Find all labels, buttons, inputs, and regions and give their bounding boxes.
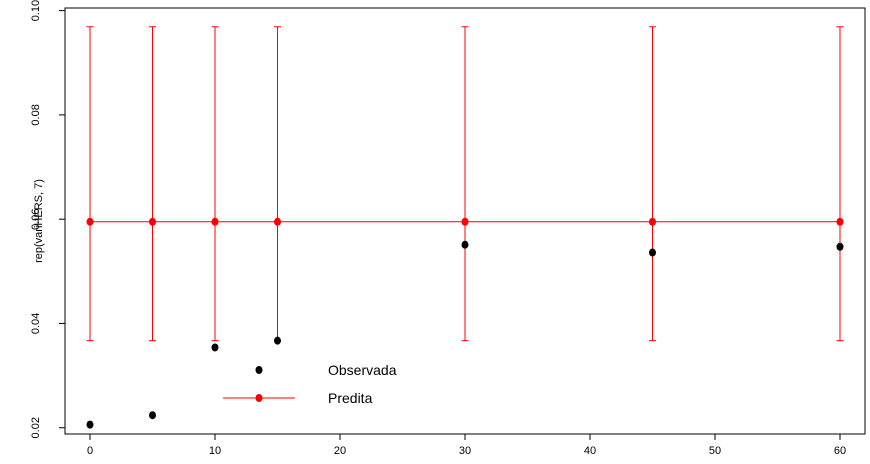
legend-predicted-marker xyxy=(255,394,263,402)
legend: Observada Predita xyxy=(223,362,397,406)
observed-point xyxy=(149,411,156,420)
observed-point xyxy=(86,420,94,429)
y-tick-label: 0.06 xyxy=(30,208,42,229)
x-tick-label: 20 xyxy=(334,445,346,457)
observed-point xyxy=(211,343,219,352)
data-points xyxy=(86,217,844,429)
observed-point xyxy=(274,336,281,345)
x-axis: 0 10 20 30 40 50 60 xyxy=(87,434,846,457)
y-axis: 0.02 0.04 0.06 0.08 0.10 xyxy=(30,0,65,438)
predicted-point xyxy=(274,217,281,226)
observed-point xyxy=(649,248,656,257)
y-axis-label: rep(variHERS, 7) xyxy=(33,179,45,263)
observed-point xyxy=(836,242,844,251)
predicted-point xyxy=(149,217,156,226)
x-tick-label: 60 xyxy=(834,445,846,457)
x-tick-label: 30 xyxy=(459,445,471,457)
x-tick-label: 0 xyxy=(87,445,93,457)
predicted-point xyxy=(211,217,219,226)
y-tick-label: 0.02 xyxy=(30,417,42,438)
x-tick-label: 50 xyxy=(709,445,721,457)
predicted-point xyxy=(649,217,656,226)
predicted-point xyxy=(86,217,94,226)
x-tick-label: 40 xyxy=(584,445,596,457)
legend-predicted-label: Predita xyxy=(328,390,373,406)
x-tick-label: 10 xyxy=(209,445,221,457)
legend-observed-label: Observada xyxy=(328,362,397,378)
y-tick-label: 0.10 xyxy=(30,0,42,21)
observed-point xyxy=(461,240,469,249)
y-tick-label: 0.04 xyxy=(30,313,42,334)
error-bars xyxy=(86,26,844,342)
legend-observed-marker xyxy=(255,366,263,374)
predicted-point xyxy=(461,217,469,226)
y-tick-label: 0.08 xyxy=(30,104,42,125)
predicted-point xyxy=(836,217,844,226)
